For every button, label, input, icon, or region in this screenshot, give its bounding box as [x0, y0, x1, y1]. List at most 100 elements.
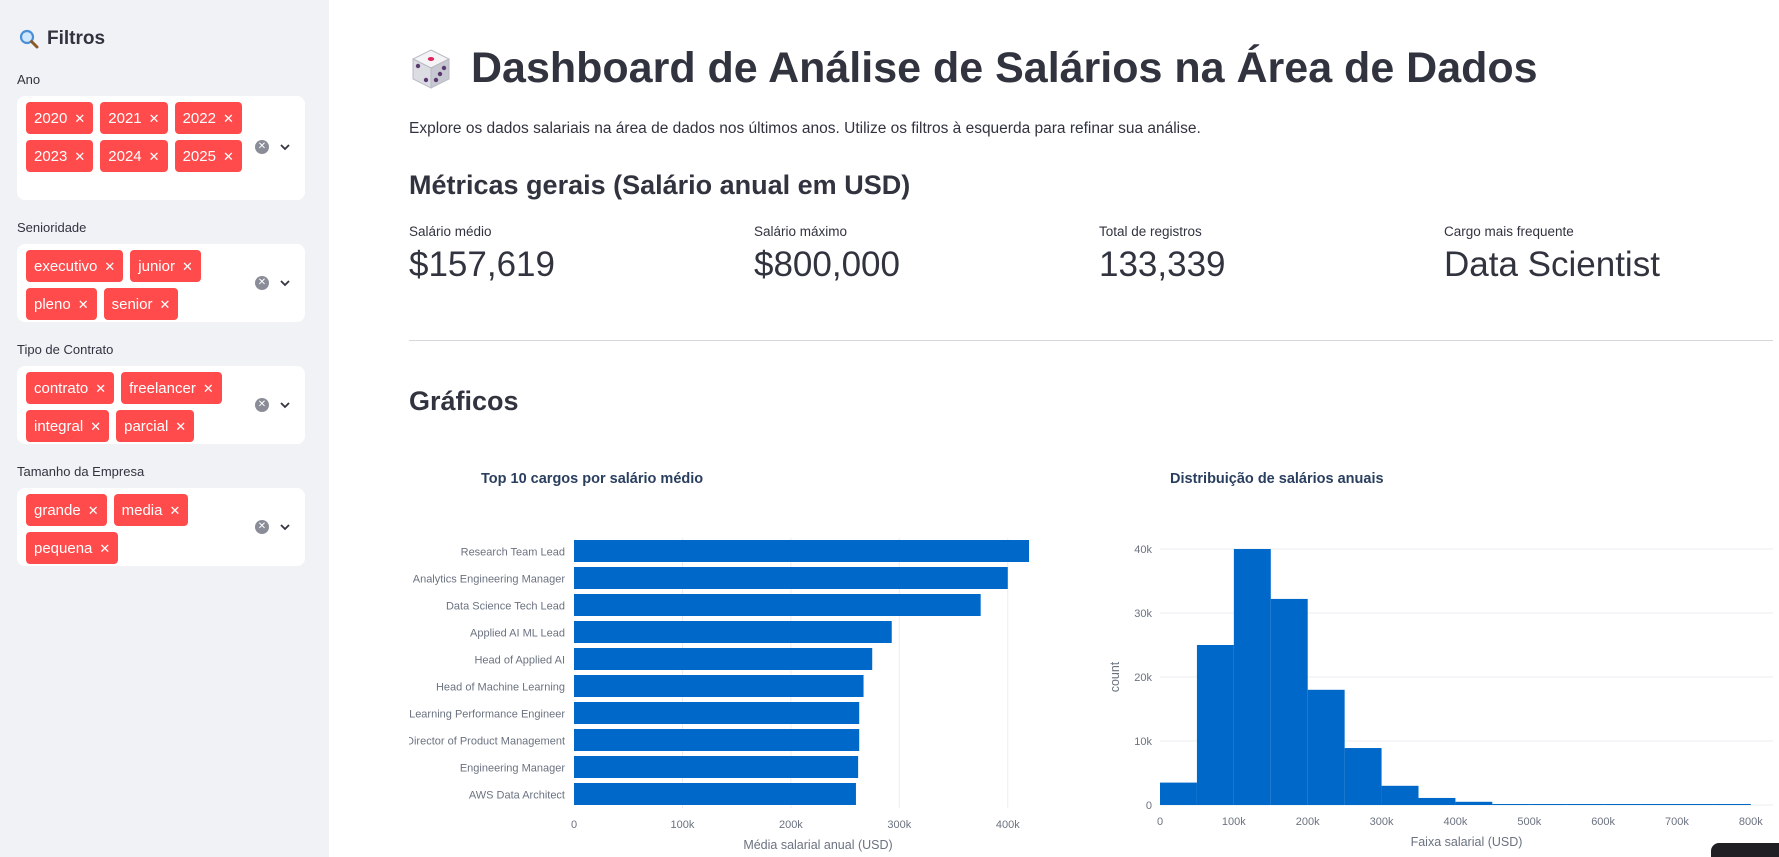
- remove-chip-icon[interactable]: ✕: [74, 110, 86, 126]
- remove-chip-icon[interactable]: ✕: [148, 110, 160, 126]
- histogram-chart[interactable]: 0 10k 20k 30k 40k 0 100k 200k 300k 400k 500k 600k 70…: [1089, 520, 1779, 857]
- remove-chip-icon[interactable]: ✕: [159, 296, 171, 312]
- intro-text: Explore os dados salariais na área de da…: [409, 120, 1201, 137]
- chip[interactable]: parcial ✕: [116, 410, 195, 442]
- clear-all-icon[interactable]: ✕: [255, 398, 269, 412]
- bar: [574, 594, 981, 616]
- x-tick-label: 800k: [1739, 816, 1763, 828]
- y-tick-label: 10k: [1134, 736, 1152, 748]
- chip-label: grande: [34, 501, 81, 519]
- remove-chip-icon[interactable]: ✕: [95, 380, 107, 396]
- x-tick-label: 600k: [1591, 816, 1615, 828]
- multiselect-tamanho-empresa[interactable]: grande ✕ media ✕ pequena ✕ ✕: [17, 488, 305, 566]
- remove-chip-icon[interactable]: ✕: [175, 418, 187, 434]
- chip[interactable]: 2022 ✕: [174, 102, 242, 134]
- chip[interactable]: media ✕: [113, 494, 189, 526]
- remove-chip-icon[interactable]: ✕: [104, 258, 116, 274]
- chip-label: senior: [111, 295, 153, 313]
- x-tick-label: 200k: [1296, 816, 1320, 828]
- metric-label: Salário médio: [409, 224, 492, 239]
- magnifier-icon: [19, 29, 39, 49]
- sidebar-title: Filtros: [19, 28, 105, 50]
- x-axis-label: Média salarial anual (USD): [743, 838, 892, 852]
- chip[interactable]: pleno ✕: [26, 288, 97, 320]
- sidebar-title-text: Filtros: [47, 28, 106, 49]
- chip[interactable]: 2024 ✕: [100, 140, 168, 172]
- chip[interactable]: 2025 ✕: [174, 140, 242, 172]
- remove-chip-icon[interactable]: ✕: [181, 258, 193, 274]
- page-title: Dashboard de Análise de Salários na Área…: [409, 44, 1538, 93]
- x-tick-label: 400k: [996, 819, 1020, 831]
- chip[interactable]: contrato ✕: [26, 372, 115, 404]
- multiselect-senioridade[interactable]: executivo ✕ junior ✕ pleno ✕ senior ✕ ✕: [17, 244, 305, 322]
- page-title-text: Dashboard de Análise de Salários na Área…: [471, 44, 1538, 92]
- x-tick-label: 400k: [1443, 816, 1467, 828]
- chip-label: media: [121, 501, 163, 519]
- chevron-down-icon[interactable]: [279, 277, 291, 289]
- remove-chip-icon[interactable]: ✕: [87, 502, 99, 518]
- y-tick-label: Head of Applied AI: [474, 655, 565, 667]
- histogram-bar: [1160, 782, 1197, 805]
- chip-list: contrato ✕ freelancer ✕ integral ✕ parcial ✕: [26, 372, 248, 442]
- chip-label: 2025: [182, 147, 216, 165]
- remove-chip-icon[interactable]: ✕: [222, 110, 234, 126]
- chevron-down-icon[interactable]: [279, 141, 291, 153]
- chip[interactable]: pequena ✕: [26, 532, 119, 564]
- chip[interactable]: junior ✕: [130, 250, 201, 282]
- bar: [574, 729, 860, 751]
- filter-label-senioridade: Senioridade: [17, 220, 87, 235]
- x-tick-label: 0: [571, 819, 577, 831]
- chip[interactable]: 2021 ✕: [100, 102, 168, 134]
- chip[interactable]: senior ✕: [103, 288, 179, 320]
- chip-list: 2020 ✕ 2021 ✕ 2022 ✕ 2023 ✕ 2024 ✕ 2025 ✕: [26, 102, 248, 172]
- chip[interactable]: 2023 ✕: [26, 140, 94, 172]
- x-tick-label: 100k: [1222, 816, 1246, 828]
- filter-label-ano: Ano: [17, 72, 41, 87]
- floating-button[interactable]: [1711, 843, 1779, 857]
- chip[interactable]: freelancer ✕: [121, 372, 222, 404]
- chip-label: 2022: [182, 109, 216, 127]
- remove-chip-icon[interactable]: ✕: [90, 418, 102, 434]
- remove-chip-icon[interactable]: ✕: [99, 540, 111, 556]
- chevron-down-icon[interactable]: [279, 399, 291, 411]
- metric-value: $800,000: [754, 245, 900, 284]
- remove-chip-icon[interactable]: ✕: [77, 296, 89, 312]
- bar: [574, 648, 873, 670]
- remove-chip-icon[interactable]: ✕: [148, 148, 160, 164]
- y-tick-label: Research Team Lead: [461, 547, 565, 559]
- clear-all-icon[interactable]: ✕: [255, 276, 269, 290]
- clear-all-icon[interactable]: ✕: [255, 140, 269, 154]
- chip[interactable]: executivo ✕: [26, 250, 124, 282]
- main-content: Dashboard de Análise de Salários na Área…: [329, 0, 1779, 857]
- clear-all-icon[interactable]: ✕: [255, 520, 269, 534]
- histogram-bar: [1196, 645, 1234, 805]
- histogram-title: Distribuição de salários anuais: [1170, 471, 1384, 487]
- chip-label: 2021: [108, 109, 142, 127]
- histogram-bar: [1676, 804, 1714, 805]
- metric-label: Cargo mais frequente: [1444, 224, 1574, 239]
- y-tick-label: Director of Product Management: [409, 736, 565, 748]
- chip[interactable]: grande ✕: [26, 494, 107, 526]
- chip[interactable]: 2020 ✕: [26, 102, 94, 134]
- chevron-down-icon[interactable]: [279, 521, 291, 533]
- y-tick-label: Head of Machine Learning: [436, 682, 565, 694]
- remove-chip-icon[interactable]: ✕: [202, 380, 214, 396]
- chip[interactable]: integral ✕: [26, 410, 110, 442]
- y-tick-label: 20k: [1134, 672, 1152, 684]
- bar: [574, 783, 856, 805]
- chip-label: freelancer: [129, 379, 196, 397]
- chip-label: executivo: [34, 257, 98, 275]
- chip-list: executivo ✕ junior ✕ pleno ✕ senior ✕: [26, 250, 248, 320]
- x-tick-label: 300k: [887, 819, 911, 831]
- multiselect-ano[interactable]: 2020 ✕ 2021 ✕ 2022 ✕ 2023 ✕ 2024 ✕ 2025 ✕ ✕: [17, 96, 305, 200]
- x-tick-label: 300k: [1370, 816, 1394, 828]
- remove-chip-icon[interactable]: ✕: [222, 148, 234, 164]
- bar-chart[interactable]: 0 100k 200k 300k 400k Research Team Lead Analy…: [409, 520, 1029, 857]
- chip-label: pequena: [34, 539, 93, 557]
- multiselect-tipo-contrato[interactable]: contrato ✕ freelancer ✕ integral ✕ parcial ✕…: [17, 366, 305, 444]
- dice-icon: [411, 48, 451, 89]
- bar: [574, 621, 892, 643]
- remove-chip-icon[interactable]: ✕: [74, 148, 86, 164]
- remove-chip-icon[interactable]: ✕: [169, 502, 181, 518]
- x-tick-label: 0: [1157, 816, 1163, 828]
